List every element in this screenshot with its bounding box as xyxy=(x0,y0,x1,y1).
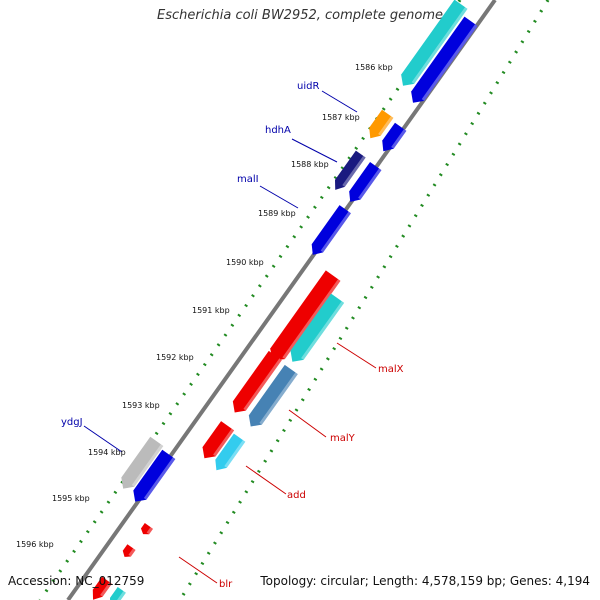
label-callout-line xyxy=(83,425,123,453)
gene-labels: uidR hdhA malI ydgJ malX malY add blr xyxy=(61,81,404,590)
tick-label: 1591 kbp xyxy=(192,306,230,315)
feature-arrow-blue xyxy=(411,16,478,103)
tick-label: 1592 kbp xyxy=(156,353,194,362)
label-callout-line xyxy=(259,185,299,209)
feature-arrow-lightcyan xyxy=(215,433,246,471)
gene-label-add: add xyxy=(287,490,306,501)
gene-label-malI: malI xyxy=(237,174,259,185)
tick-dot-row xyxy=(178,0,550,600)
tick-label: 1587 kbp xyxy=(322,113,360,122)
gene-label-ydgJ: ydgJ xyxy=(61,417,83,428)
feature-arrow-red xyxy=(122,544,136,557)
label-callout-line xyxy=(288,409,327,438)
gene-label-blr: blr xyxy=(219,579,233,590)
feature-arrow-blue xyxy=(133,449,176,502)
accession-text: Accession: NC_012759 xyxy=(8,574,145,588)
genome-title: Escherichia coli BW2952, complete genome xyxy=(157,8,443,23)
feature-arrows xyxy=(92,0,478,600)
feature-arrow-blue xyxy=(311,205,351,255)
tick-dots xyxy=(38,0,550,600)
feature-arrow-red xyxy=(270,270,341,361)
label-callout-line xyxy=(321,90,358,113)
tick-label: 1586 kbp xyxy=(355,63,393,72)
feature-arrow-cyan xyxy=(109,586,126,600)
feature-arrow-gray xyxy=(121,436,164,489)
tick-label: 1595 kbp xyxy=(52,494,90,503)
genome-summary-text: Topology: circular; Length: 4,578,159 bp… xyxy=(260,574,590,588)
label-callout-line xyxy=(178,556,218,584)
tick-label: 1590 kbp xyxy=(226,258,264,267)
feature-arrow-blue xyxy=(382,122,407,152)
tick-label: 1589 kbp xyxy=(258,209,296,218)
tick-label: 1594 kbp xyxy=(88,448,126,457)
feature-arrow-orange xyxy=(369,109,394,139)
tick-dot-row xyxy=(38,0,462,600)
label-callout-line xyxy=(245,465,287,495)
feature-arrow-red xyxy=(232,350,282,413)
feature-arrow-red xyxy=(140,523,153,535)
feature-arrow-red xyxy=(202,421,235,459)
gene-label-hdhA: hdhA xyxy=(265,125,291,136)
gene-label-uidR: uidR xyxy=(297,81,319,92)
feature-arrow-cyan xyxy=(401,0,468,86)
feature-arrow-blue xyxy=(349,162,382,202)
tick-labels: 1586 kbp 1587 kbp 1588 kbp 1589 kbp 1590 kbp… xyxy=(16,63,393,549)
feature-arrow-steel xyxy=(248,364,298,427)
gene-label-malY: malY xyxy=(330,433,356,444)
label-callout-line xyxy=(336,342,377,369)
feature-arrow-navy xyxy=(334,150,366,190)
tick-label: 1593 kbp xyxy=(122,401,160,410)
tick-label: 1596 kbp xyxy=(16,540,54,549)
label-callout-line xyxy=(291,138,338,163)
gene-label-malX: malX xyxy=(378,364,404,375)
feature-arrow-red xyxy=(92,576,112,600)
feature-arrow-cyan xyxy=(290,293,345,362)
tick-label: 1588 kbp xyxy=(291,160,329,169)
label-lines xyxy=(83,90,377,584)
